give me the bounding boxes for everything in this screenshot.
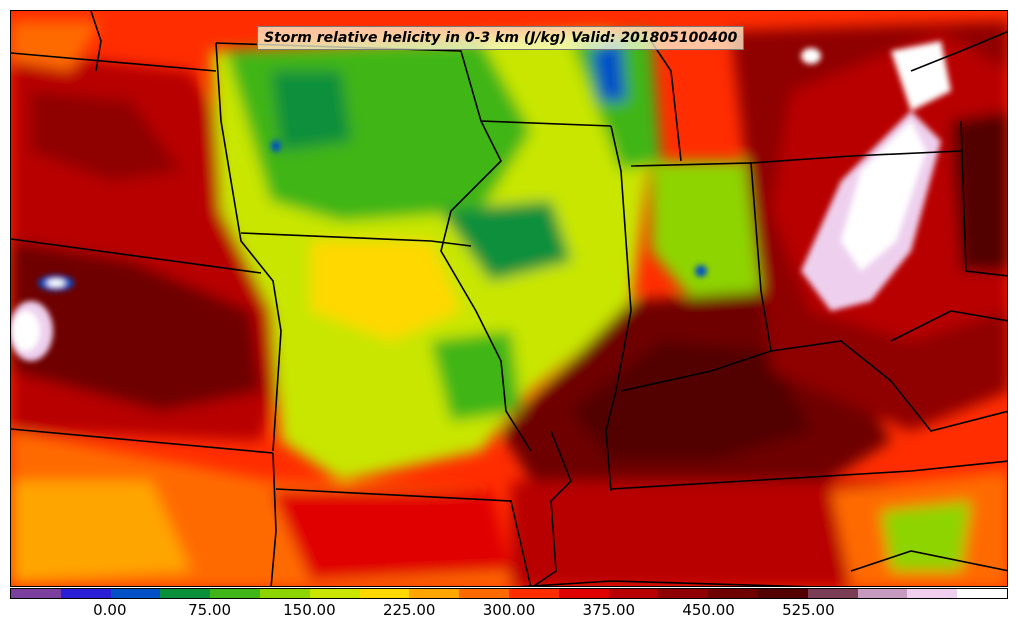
colorbar xyxy=(10,588,1008,599)
colorbar-segment xyxy=(508,589,559,598)
state-boundaries xyxy=(11,11,1007,586)
colorbar-tick-label: 150.00 xyxy=(283,601,336,619)
colorbar-tick-label: 0.00 xyxy=(93,601,127,619)
colorbar-segment xyxy=(210,589,260,598)
colorbar-segment xyxy=(957,589,1007,598)
colorbar-segment xyxy=(907,589,958,598)
colorbar-segment xyxy=(309,589,360,598)
colorbar-segment xyxy=(708,589,758,598)
colorbar-segment xyxy=(110,589,161,598)
colorbar-tick-label: 225.00 xyxy=(382,601,436,619)
colorbar-segment xyxy=(658,589,709,598)
colorbar-segment xyxy=(359,589,410,598)
extreme-helicity-areas xyxy=(11,41,951,361)
colorbar-segment xyxy=(459,589,509,598)
colorbar-segment xyxy=(807,589,858,598)
colorbar-segment xyxy=(409,589,460,598)
map-title: Storm relative helicity in 0-3 km (J/kg)… xyxy=(257,26,745,50)
colorbar-segment xyxy=(558,589,609,598)
colorbar-ticks: 0.00 75.00 150.00 225.00 300.00 375.00 450.00 5… xyxy=(0,601,1018,625)
colorbar-tick-label: 375.00 xyxy=(582,601,636,619)
helicity-map: Storm relative helicity in 0-3 km (J/kg)… xyxy=(10,10,1008,587)
colorbar-segment xyxy=(857,589,908,598)
colorbar-tick-label: 525.00 xyxy=(782,601,835,619)
colorbar-segment xyxy=(757,589,808,598)
colorbar-segment xyxy=(259,589,310,598)
colorbar-tick-label: 75.00 xyxy=(188,601,232,619)
colorbar-segment xyxy=(11,589,61,598)
colorbar-segment xyxy=(608,589,659,598)
colorbar-tick-label: 300.00 xyxy=(482,601,536,619)
colorbar-tick-label: 450.00 xyxy=(682,601,735,619)
map-canvas xyxy=(11,11,1007,586)
colorbar-segment xyxy=(160,589,211,598)
colorbar-segment xyxy=(60,589,111,598)
